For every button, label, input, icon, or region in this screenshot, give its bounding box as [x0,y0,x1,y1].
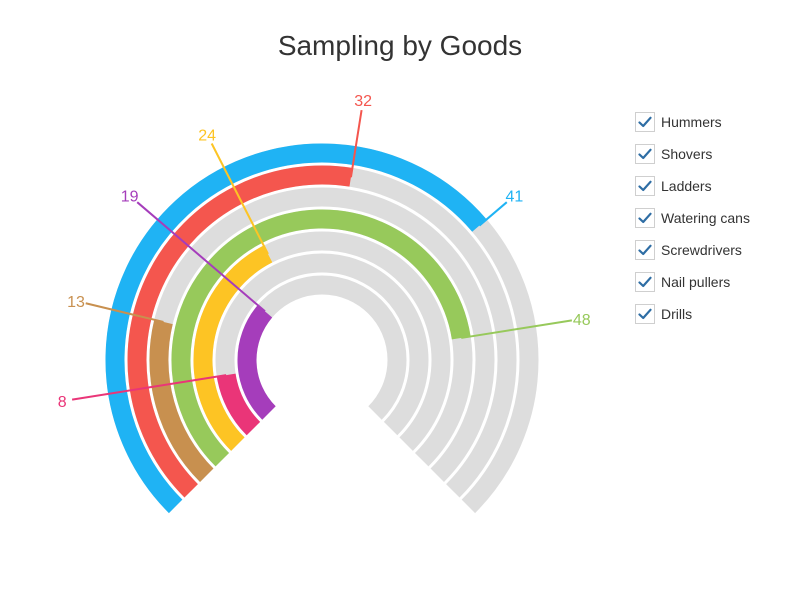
leader-line-screwdrivers [210,143,269,255]
legend-item-watering-cans[interactable]: Watering cans [635,202,750,234]
legend-label: Nail pullers [661,274,731,290]
value-label-shovers: 32 [354,93,372,110]
legend-label: Hummers [661,114,722,130]
value-label-screwdrivers: 24 [198,128,216,145]
legend-item-hummers[interactable]: Hummers [635,106,750,138]
leader-line-shovers [349,109,363,178]
bar-ladders[interactable] [149,319,214,482]
value-label-hummers: 41 [505,189,523,206]
checkmark-icon [638,148,652,160]
checkmark-icon [638,180,652,192]
bar-screwdrivers[interactable] [193,245,273,451]
bar-nail-pullers[interactable] [216,373,261,436]
chart-title: Sampling by Goods [277,30,523,61]
legend-item-drills[interactable]: Drills [635,298,750,330]
value-label-ladders: 13 [67,294,85,311]
legend-label: Watering cans [661,210,750,226]
leader-line-nail-pullers [71,374,227,401]
checkmark-icon [638,212,652,224]
legend-checkbox[interactable] [635,144,655,164]
legend-checkbox[interactable] [635,112,655,132]
legend-item-nail-pullers[interactable]: Nail pullers [635,266,750,298]
legend-checkbox[interactable] [635,240,655,260]
leader-line-hummers [478,201,508,227]
legend-checkbox[interactable] [635,272,655,292]
legend-checkbox[interactable] [635,208,655,228]
legend-label: Drills [661,306,693,322]
track-nail-pullers [215,253,429,436]
label-group: 41 32 13 48 24 8 19 [58,93,591,411]
bar-drills[interactable] [237,305,276,420]
bar-hummers[interactable] [105,143,487,514]
value-label-watering-cans: 48 [573,312,591,329]
leader-line-ladders [85,302,164,323]
legend-label: Ladders [661,178,712,194]
track-drills [237,275,407,420]
checkmark-icon [638,244,652,256]
leader-line-drills [136,201,266,313]
legend: Hummers Shovers Ladders Watering cans Screwd… [635,106,750,330]
checkmark-icon [638,276,652,288]
legend-item-ladders[interactable]: Ladders [635,170,750,202]
checkmark-icon [638,308,652,320]
legend-label: Screwdrivers [661,242,742,258]
bar-shovers[interactable] [127,165,353,498]
legend-item-screwdrivers[interactable]: Screwdrivers [635,234,750,266]
leader-line-watering-cans [461,319,573,339]
legend-checkbox[interactable] [635,176,655,196]
legend-checkbox[interactable] [635,304,655,324]
value-label-nail-pullers: 8 [58,394,67,411]
value-label-drills: 19 [121,189,139,206]
legend-label: Shovers [661,146,713,162]
legend-item-shovers[interactable]: Shovers [635,138,750,170]
checkmark-icon [638,116,652,128]
